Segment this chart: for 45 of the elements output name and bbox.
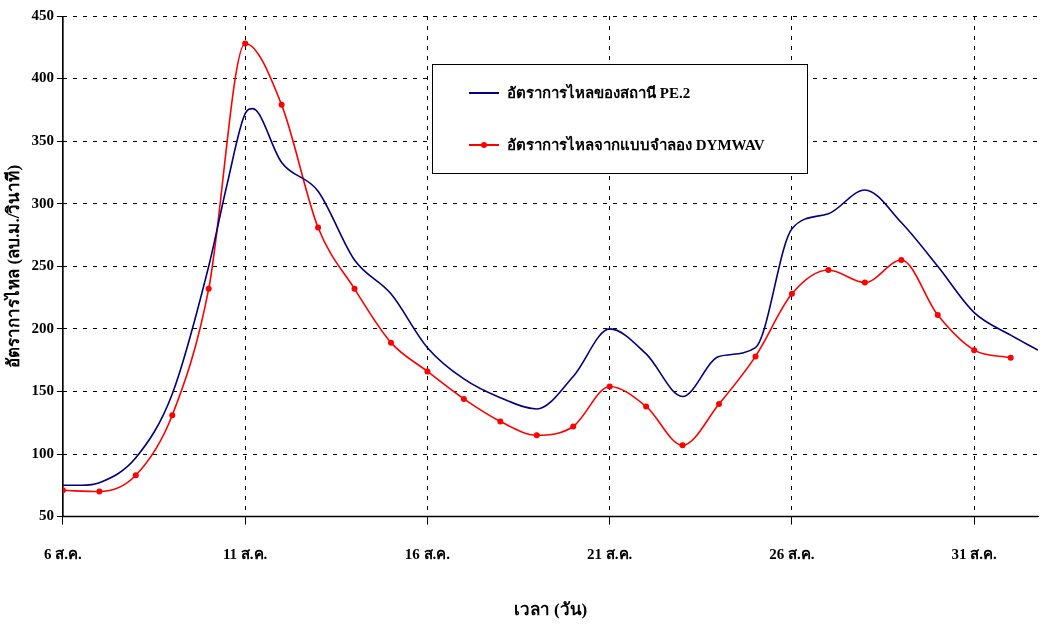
x-tick-label: 6 ส.ค. bbox=[44, 546, 83, 563]
point bbox=[606, 383, 613, 390]
point bbox=[205, 285, 212, 292]
y-tick-label: 50 bbox=[38, 507, 54, 524]
x-tick-label: 16 ส.ค. bbox=[404, 546, 451, 563]
x-tick-label: 21 ส.ค. bbox=[587, 546, 633, 563]
point bbox=[460, 395, 467, 402]
x-tick-label: 31 ส.ค. bbox=[951, 546, 998, 563]
point bbox=[351, 285, 358, 292]
x-axis-title: เวลา (วัน) bbox=[513, 600, 588, 620]
point bbox=[788, 290, 795, 297]
point bbox=[533, 432, 540, 439]
y-tick-label: 250 bbox=[31, 257, 54, 274]
y-tick-label: 300 bbox=[31, 194, 54, 211]
point bbox=[971, 347, 978, 354]
point bbox=[132, 472, 139, 479]
point bbox=[716, 400, 723, 407]
y-tick-label: 450 bbox=[31, 6, 54, 23]
point bbox=[898, 257, 905, 264]
point bbox=[679, 442, 686, 449]
y-tick-label: 400 bbox=[31, 69, 54, 86]
y-tick-label: 200 bbox=[31, 319, 54, 336]
point bbox=[278, 101, 285, 108]
point bbox=[825, 267, 832, 274]
point bbox=[752, 353, 759, 360]
point bbox=[570, 423, 577, 430]
point bbox=[96, 488, 103, 495]
point bbox=[497, 418, 504, 425]
legend-label: อัตราการไหลจากแบบจำลอง DYMWAV bbox=[507, 134, 765, 155]
x-tick-label: 26 ส.ค. bbox=[769, 546, 815, 563]
legend-label: อัตราการไหลของสถานี PE.2 bbox=[507, 82, 691, 103]
point bbox=[643, 403, 650, 410]
point bbox=[242, 40, 249, 47]
point bbox=[1007, 354, 1014, 361]
y-tick-label: 350 bbox=[31, 132, 54, 149]
point bbox=[315, 224, 322, 231]
point bbox=[861, 279, 868, 286]
y-axis-title: อัตราการไหล (ลบ.ม./วินาที) bbox=[2, 164, 23, 368]
y-tick-label: 100 bbox=[31, 444, 54, 461]
x-tick-label: 11 ส.ค. bbox=[222, 546, 268, 563]
point bbox=[424, 368, 431, 375]
point bbox=[169, 412, 176, 419]
point bbox=[934, 312, 941, 319]
y-tick-label: 150 bbox=[31, 382, 54, 399]
point bbox=[387, 339, 394, 346]
